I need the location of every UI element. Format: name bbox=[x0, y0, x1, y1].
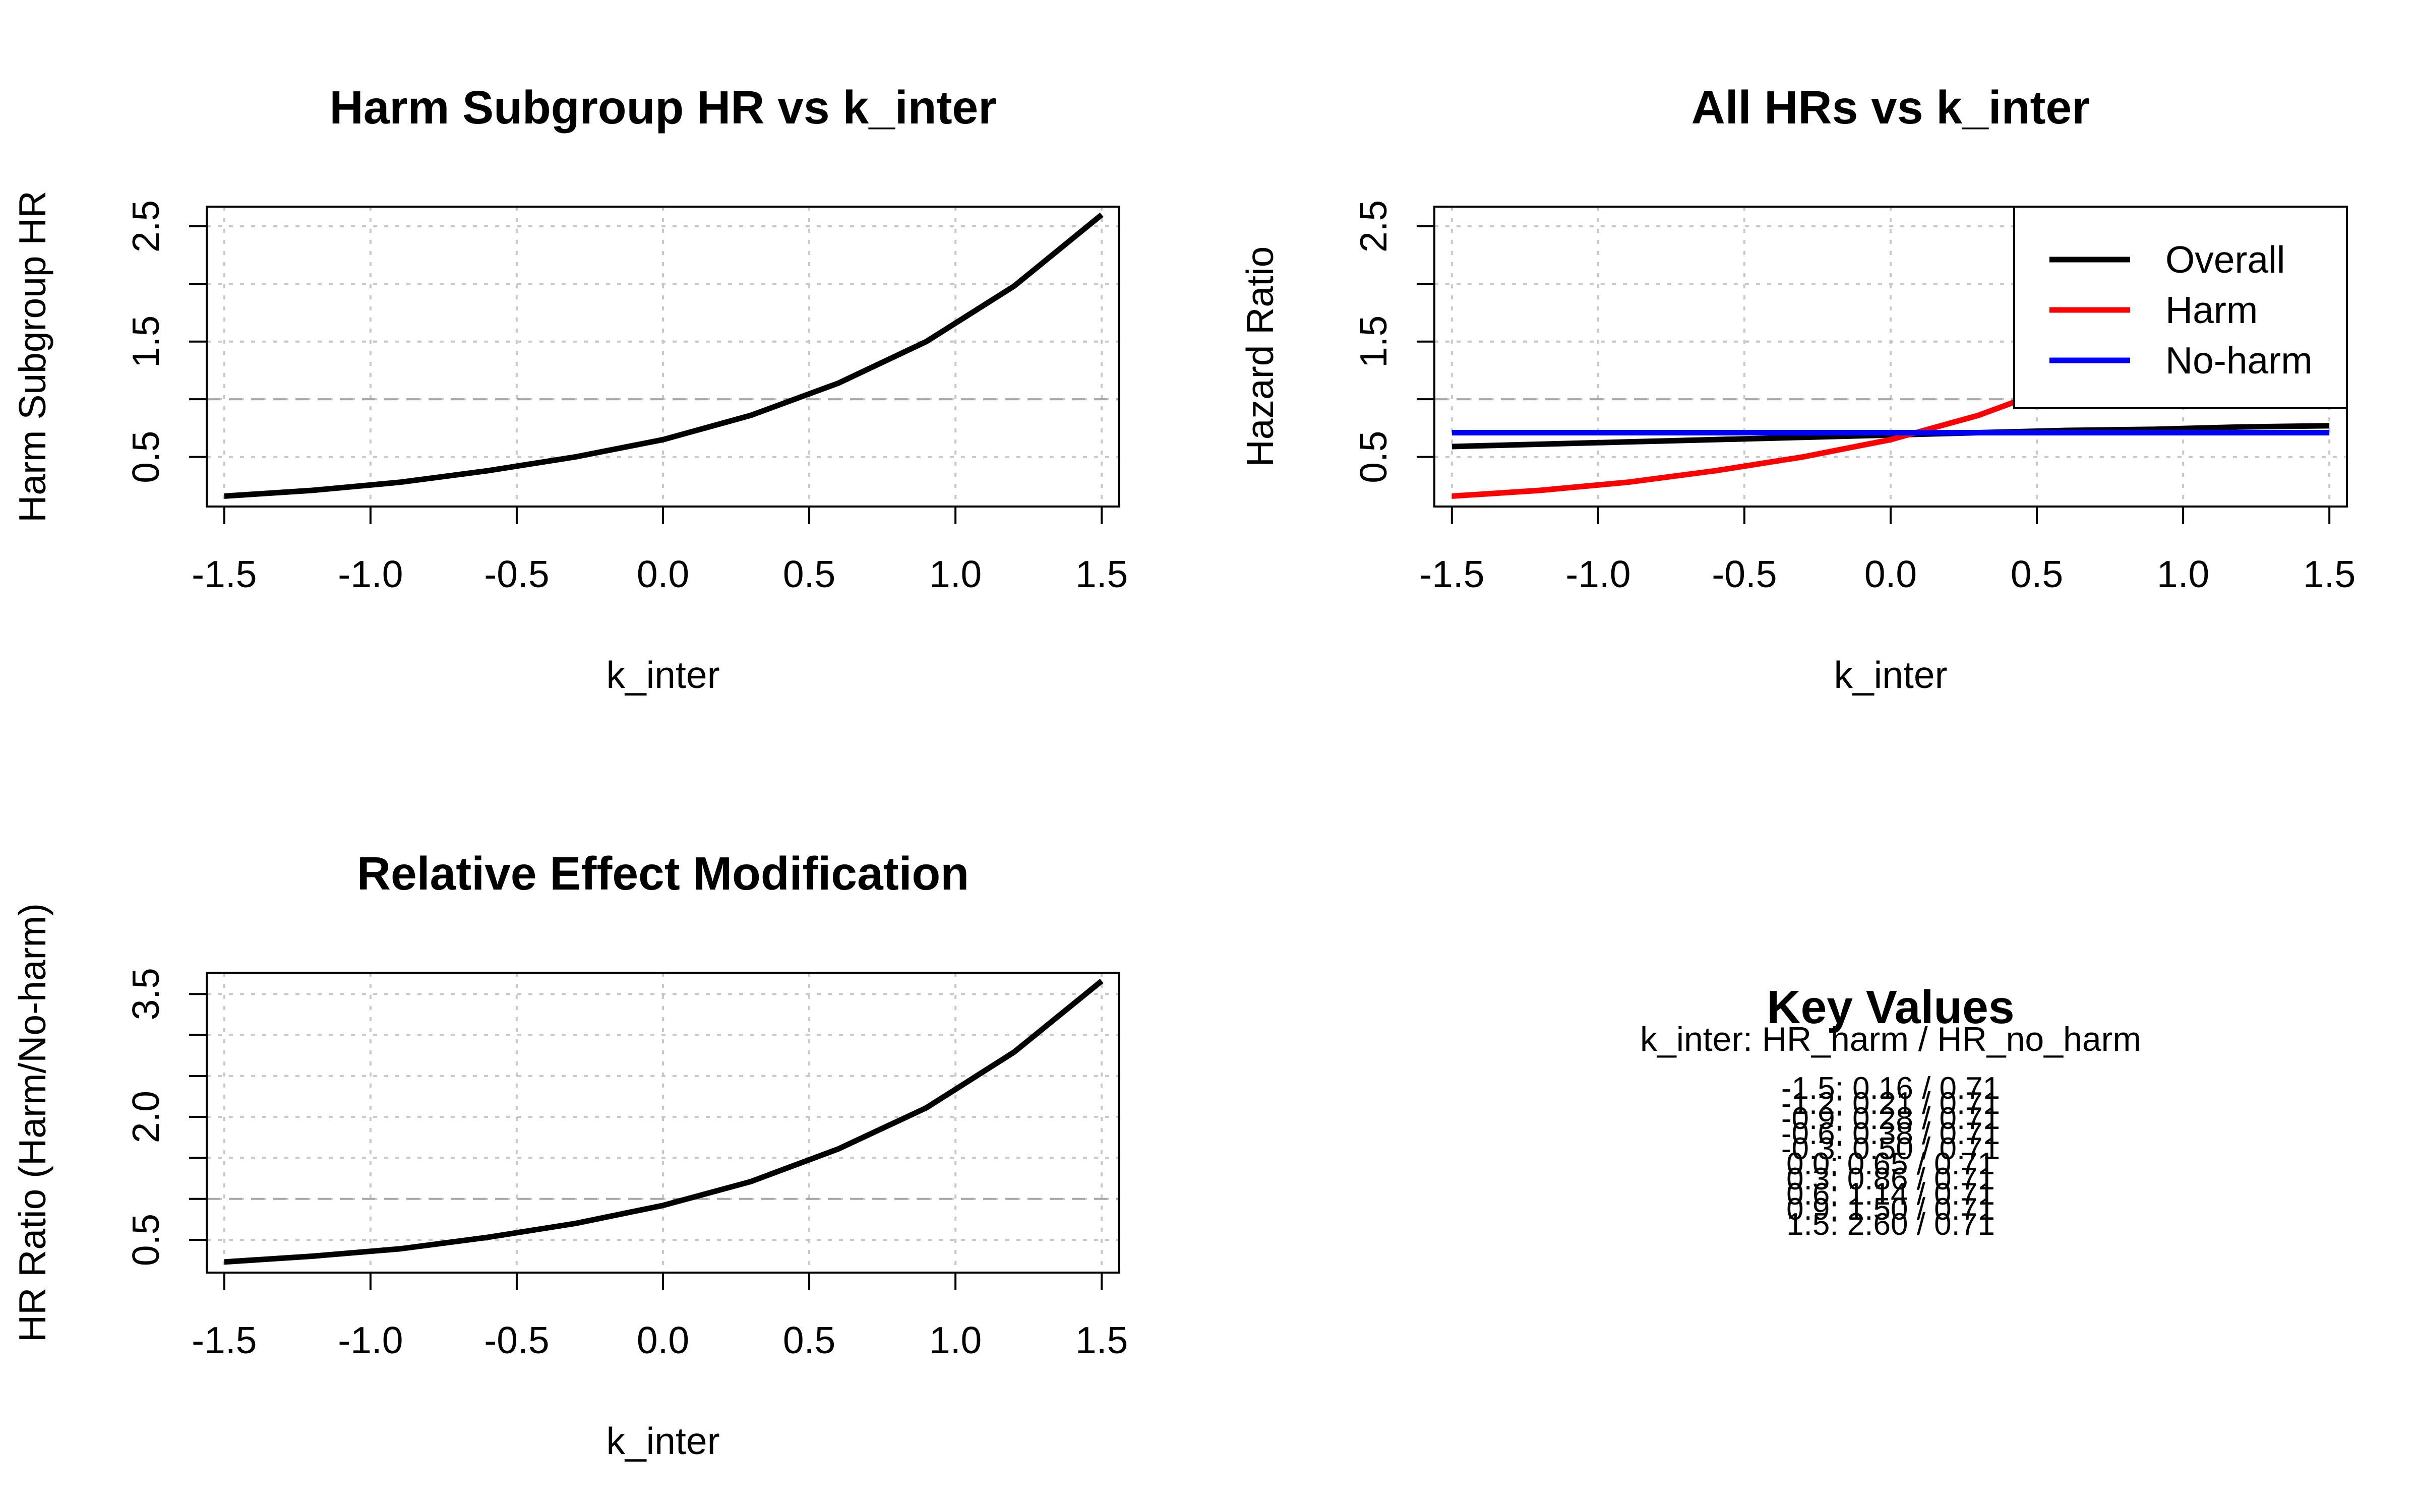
x-tick-label: 0.5 bbox=[783, 553, 835, 595]
key-values-line: -1.5: 0.16 / 0.71 bbox=[1781, 1071, 2000, 1106]
x-axis-label: k_inter bbox=[606, 1420, 719, 1462]
x-tick-label: 0.0 bbox=[1864, 553, 1917, 595]
x-tick-label: 1.5 bbox=[1075, 1319, 1128, 1361]
all-hrs-plot: -1.5 -1.0 -0.5 0.0 0.5 1.0 1.5 0.5 1.5 2.5 All HRs… bbox=[1239, 81, 2355, 696]
y-tick-label: 0.5 bbox=[125, 1214, 167, 1266]
relative-effect-plot: -1.5 -1.0 -0.5 0.0 0.5 1.0 1.5 0.5 2.0 3.5 Relativ… bbox=[11, 847, 1128, 1462]
legend: Overall Harm No-harm bbox=[2013, 206, 2348, 409]
key-values-line: -0.9: 0.28 / 0.71 bbox=[1781, 1101, 2000, 1136]
y-tick-label: 0.5 bbox=[125, 430, 167, 483]
x-tick-label: 1.5 bbox=[2303, 553, 2355, 595]
key-values-panel: Key Values k_inter: HR_harm / HR_no_harm… bbox=[1640, 981, 2141, 1242]
key-values-line: 0.6: 1.14 / 0.71 bbox=[1786, 1177, 1995, 1212]
y-tick-label: 2.5 bbox=[125, 200, 167, 253]
key-values-line: 0.9: 1.50 / 0.71 bbox=[1786, 1192, 1995, 1227]
y-tick-label: 3.5 bbox=[125, 968, 167, 1020]
key-values-line: 1.5: 2.60 / 0.71 bbox=[1786, 1207, 1995, 1242]
x-tick-label: 1.5 bbox=[1075, 553, 1128, 595]
x-tick-label: -1.0 bbox=[1565, 553, 1630, 595]
key-values-line: -1.2: 0.21 / 0.71 bbox=[1781, 1086, 2000, 1121]
legend-box bbox=[2013, 206, 2348, 409]
key-values-lines: -1.5: 0.16 / 0.71-1.2: 0.21 / 0.71-0.9: … bbox=[1781, 1071, 2000, 1242]
series-line-0 bbox=[224, 212, 1104, 499]
x-tick-label: -1.0 bbox=[338, 553, 403, 595]
key-values-line: 0.3: 0.86 / 0.71 bbox=[1786, 1162, 1995, 1196]
x-tick-label: -1.0 bbox=[338, 1319, 403, 1361]
x-tick-label: 1.0 bbox=[929, 553, 982, 595]
x-tick-label: 0.0 bbox=[637, 553, 689, 595]
key-values-title: Key Values bbox=[1767, 981, 2014, 1033]
y-tick-label: 1.5 bbox=[1352, 316, 1395, 368]
x-axis-label: k_inter bbox=[1834, 654, 1947, 696]
x-axis-label: k_inter bbox=[606, 654, 719, 696]
x-tick-label: 1.0 bbox=[2157, 553, 2209, 595]
x-tick-label: -0.5 bbox=[484, 1319, 549, 1361]
key-values-line: 0.0: 0.65 / 0.71 bbox=[1786, 1147, 1995, 1181]
y-tick-label: 1.5 bbox=[125, 316, 167, 368]
x-tick-label: 1.0 bbox=[929, 1319, 982, 1361]
y-tick-label: 0.5 bbox=[1352, 430, 1395, 483]
chart-title: All HRs vs k_inter bbox=[1691, 81, 2090, 134]
y-tick-label: 2.0 bbox=[125, 1091, 167, 1143]
y-axis-label: Harm Subgroup HR bbox=[11, 191, 53, 523]
x-tick-label: -0.5 bbox=[484, 553, 549, 595]
x-tick-label: -1.5 bbox=[192, 1319, 257, 1361]
legend-label-no-harm: No-harm bbox=[2165, 339, 2313, 382]
x-tick-label: -1.5 bbox=[1419, 553, 1484, 595]
x-tick-label: 0.0 bbox=[637, 1319, 689, 1361]
legend-label-overall: Overall bbox=[2165, 238, 2285, 281]
harm-hr-plot: -1.5 -1.0 -0.5 0.0 0.5 1.0 1.5 0.5 1.5 2.5 Harm Su… bbox=[11, 81, 1128, 696]
y-axis-label: HR Ratio (Harm/No-harm) bbox=[11, 903, 53, 1342]
series-line-0 bbox=[224, 979, 1104, 1265]
y-tick-label: 2.5 bbox=[1352, 200, 1395, 253]
key-values-line: -0.3: 0.50 / 0.71 bbox=[1781, 1131, 2000, 1166]
x-tick-label: -1.5 bbox=[192, 553, 257, 595]
y-axis-label: Hazard Ratio bbox=[1239, 246, 1281, 467]
x-tick-label: -0.5 bbox=[1712, 553, 1777, 595]
x-tick-label: 0.5 bbox=[783, 1319, 835, 1361]
legend-label-harm: Harm bbox=[2165, 289, 2258, 331]
chart-title: Relative Effect Modification bbox=[357, 847, 969, 900]
chart-title: Harm Subgroup HR vs k_inter bbox=[330, 81, 997, 134]
key-values-line: -0.6: 0.38 / 0.71 bbox=[1781, 1116, 2000, 1151]
key-values-header: k_inter: HR_harm / HR_no_harm bbox=[1640, 1020, 2141, 1058]
x-tick-label: 0.5 bbox=[2011, 553, 2063, 595]
